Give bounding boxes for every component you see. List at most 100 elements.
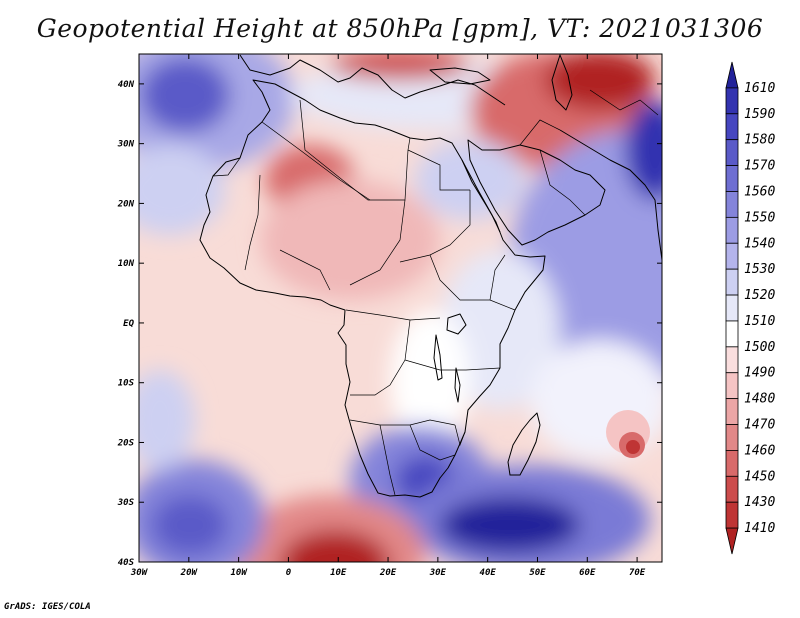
- lon-tick-label: 70E: [629, 568, 646, 578]
- field-great-lakes: [390, 310, 470, 450]
- lon-tick-label: 20W: [180, 568, 199, 578]
- field-na-high-core: [140, 57, 230, 133]
- colorbar-swatch: [725, 139, 739, 166]
- latitude-axis: 40N 30N 20N 10N EQ 10S 20S 30S 40S: [117, 80, 662, 568]
- colorbar-swatch: [725, 320, 739, 348]
- colorbar-swatch: [725, 450, 739, 477]
- lon-tick-label: 30E: [429, 568, 447, 578]
- colorbar-label: 1560: [744, 184, 775, 199]
- field-swa-high-core: [152, 495, 228, 555]
- colorbar-swatch: [725, 268, 739, 296]
- colorbar-swatch: [725, 501, 739, 529]
- coastline-arabia: [467, 139, 606, 246]
- field-asia-low-core: [545, 54, 655, 110]
- border-central-asia: [589, 89, 659, 116]
- lat-tick-label: 10N: [118, 259, 135, 269]
- colorbar-swatch: [725, 165, 739, 192]
- map-frame: [138, 53, 663, 563]
- coastline-iran-india: [559, 129, 662, 261]
- colorbar-swatch: [725, 61, 739, 89]
- coastline-africa: [199, 79, 546, 498]
- lon-tick-label: 50E: [529, 568, 546, 578]
- coastline-madagascar: [507, 412, 541, 476]
- colorbar-label: 1500: [744, 340, 775, 355]
- colorbar-label: 1570: [744, 159, 775, 174]
- colorbar-swatch: [725, 216, 739, 244]
- colorbar-swatch: [725, 294, 739, 322]
- border-drc-angola: [350, 319, 411, 396]
- field-mascarene-light: [530, 340, 662, 460]
- colorbar-label: 1450: [744, 469, 775, 484]
- coastlines: [199, 54, 662, 498]
- lon-tick-label: 60E: [579, 568, 596, 578]
- colorbar-label: 1540: [744, 236, 775, 251]
- colorbar-label: 1580: [744, 133, 775, 148]
- colorbar-label: 1480: [744, 392, 775, 407]
- lat-tick-label: 20S: [117, 438, 135, 448]
- field-ne-africa: [415, 140, 525, 220]
- lon-tick-label: 40E: [480, 568, 497, 578]
- height-field: [139, 54, 662, 562]
- colorbar-swatch: [725, 527, 739, 555]
- border-somalia-ethiopia: [489, 254, 506, 301]
- border-chad: [349, 199, 406, 286]
- colorbar-swatch: [725, 475, 739, 503]
- field-west-south-blue: [139, 370, 195, 470]
- colorbar-label: 1410: [744, 521, 775, 536]
- map-title: Geopotential Height at 850hPa [gpm], VT:…: [36, 14, 764, 43]
- lat-tick-label: 30S: [117, 498, 135, 508]
- border-tanzania: [404, 359, 501, 371]
- colorbar-label: 1550: [744, 210, 775, 225]
- colorbar-swatch: [725, 242, 739, 270]
- border-congo-north: [345, 309, 441, 321]
- grads-credit: GrADS: IGES/COLA: [4, 602, 91, 612]
- lon-tick-label: 10W: [230, 568, 248, 578]
- lon-tick-label: 0: [286, 568, 292, 578]
- colorbar-swatch: [725, 398, 739, 425]
- border-mozambique: [454, 424, 466, 447]
- lat-tick-label: 40N: [118, 80, 135, 90]
- field-sahel-pink: [260, 180, 440, 300]
- border-namibia-sa: [379, 424, 396, 496]
- field-sio-high-core: [440, 497, 580, 553]
- lat-tick-label: 20N: [117, 199, 135, 209]
- coastline-lake-tanganyika: [433, 334, 443, 381]
- lat-tick-label: 40S: [118, 558, 135, 568]
- border-mauritania-mali: [244, 174, 261, 271]
- colorbar-swatch: [725, 346, 739, 374]
- border-sudan-ethiopia: [399, 190, 471, 263]
- colorbar-label: 1520: [744, 288, 775, 303]
- border-iraq-iran: [519, 119, 561, 146]
- border-niger-nigeria: [279, 249, 331, 291]
- field-arabian-high: [625, 100, 662, 200]
- colorbar-label: 1490: [744, 366, 775, 381]
- border-egypt-sudan: [407, 149, 470, 191]
- coastline-lake-victoria: [446, 313, 467, 335]
- lat-tick-label: 30N: [117, 140, 135, 150]
- colorbar-label: 1590: [744, 107, 775, 122]
- field-sa-low-core: [280, 530, 390, 562]
- colorbar-label: 1470: [744, 418, 775, 433]
- field-west-atlantic-blue: [139, 145, 225, 235]
- border-zimbabwe-sa: [409, 424, 456, 461]
- lat-tick-label: 10S: [118, 379, 135, 389]
- lon-tick-label: 10E: [330, 568, 347, 578]
- country-borders: [212, 89, 659, 496]
- colorbar-label: 1460: [744, 443, 775, 458]
- colorbar: 1610 1590 1580 1570 1560 1550 1540 1530 1520 1510…: [725, 61, 775, 555]
- colorbar-swatch: [725, 87, 739, 115]
- field-mauritius-low-core: [626, 440, 640, 454]
- border-saudi: [539, 149, 586, 216]
- colorbar-swatch: [725, 191, 739, 218]
- border-western-sahara: [212, 157, 241, 177]
- lon-tick-label: 30W: [130, 568, 149, 578]
- border-south-sudan-kenya: [429, 254, 516, 311]
- colorbar-label: 1610: [744, 81, 775, 96]
- colorbar-label: 1510: [744, 314, 775, 329]
- lon-tick-label: 20E: [379, 568, 397, 578]
- longitude-axis: 30W 20W 10W 0 10E 20E 30E 40E 50E 60E 70E: [130, 54, 646, 578]
- colorbar-swatch: [725, 113, 739, 141]
- colorbar-label: 1530: [744, 262, 775, 277]
- colorbar-label: 1430: [744, 495, 775, 510]
